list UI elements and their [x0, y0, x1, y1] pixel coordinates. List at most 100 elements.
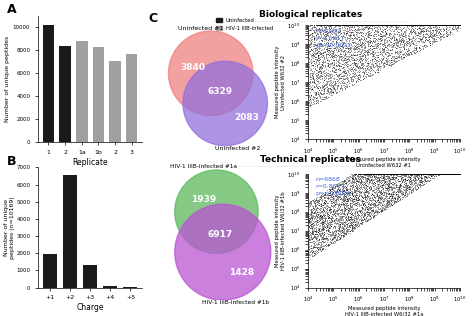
- Point: [395, 171, 403, 176]
- Point: [403, 185, 411, 190]
- Point: [362, 189, 369, 194]
- Point: [355, 184, 363, 189]
- Point: [434, 23, 441, 28]
- Point: [419, 171, 426, 176]
- Point: [442, 23, 450, 28]
- Point: [410, 171, 417, 176]
- Point: [346, 49, 354, 54]
- Point: [452, 171, 460, 176]
- Point: [425, 171, 432, 176]
- Point: [341, 47, 349, 52]
- Point: [332, 208, 339, 213]
- Point: [345, 54, 352, 59]
- Point: [348, 175, 356, 180]
- Point: [328, 55, 336, 60]
- Y-axis label: Measured peptide intensity
Uninfected W632 #2: Measured peptide intensity Uninfected W6…: [275, 46, 286, 118]
- Point: [409, 23, 417, 28]
- Point: [413, 174, 421, 179]
- Point: [337, 197, 345, 202]
- Point: [321, 23, 328, 28]
- Point: [317, 38, 325, 43]
- Point: [402, 188, 410, 193]
- Point: [308, 237, 316, 242]
- Point: [451, 23, 459, 28]
- Point: [312, 91, 319, 96]
- Point: [395, 23, 402, 28]
- Point: [382, 184, 389, 189]
- Point: [441, 171, 448, 176]
- Point: [378, 23, 386, 28]
- Point: [313, 228, 321, 233]
- Point: [385, 171, 392, 176]
- Point: [343, 180, 350, 185]
- Point: [352, 197, 360, 202]
- Point: [356, 172, 364, 177]
- Point: [369, 68, 377, 73]
- Point: [326, 220, 333, 225]
- Point: [440, 27, 448, 32]
- Point: [384, 171, 392, 176]
- Point: [311, 218, 319, 223]
- Point: [391, 34, 398, 39]
- Point: [426, 23, 433, 28]
- Point: [448, 171, 456, 176]
- Point: [411, 171, 419, 176]
- Point: [324, 38, 331, 43]
- Point: [320, 229, 328, 234]
- Point: [410, 23, 417, 28]
- Point: [380, 205, 387, 210]
- Point: [435, 171, 442, 176]
- Point: [429, 23, 437, 28]
- Point: [444, 171, 451, 176]
- Point: [379, 24, 387, 29]
- Point: [413, 171, 421, 176]
- Point: [417, 171, 425, 176]
- Point: [320, 195, 328, 200]
- Point: [408, 171, 415, 176]
- Point: [431, 23, 438, 28]
- Point: [423, 23, 430, 28]
- Point: [442, 171, 449, 176]
- Point: [339, 198, 347, 203]
- Point: [313, 57, 320, 62]
- Point: [433, 171, 441, 176]
- Point: [342, 190, 349, 195]
- Point: [401, 171, 409, 176]
- Point: [445, 23, 453, 28]
- Point: [367, 46, 375, 51]
- Point: [412, 23, 419, 28]
- Point: [394, 178, 402, 183]
- Point: [413, 23, 420, 28]
- Point: [346, 57, 353, 62]
- Point: [367, 72, 375, 77]
- Point: [379, 182, 387, 187]
- Point: [447, 171, 454, 176]
- Point: [408, 181, 415, 186]
- Point: [406, 171, 414, 176]
- Point: [386, 179, 393, 184]
- Point: [327, 198, 334, 203]
- Point: [383, 23, 391, 28]
- Point: [383, 29, 390, 34]
- Point: [378, 55, 385, 60]
- Point: [325, 74, 333, 79]
- Point: [371, 171, 378, 176]
- Point: [370, 23, 377, 28]
- Point: [316, 203, 324, 208]
- Point: [392, 23, 400, 28]
- Point: [334, 212, 342, 217]
- Point: [428, 171, 436, 176]
- Point: [390, 174, 398, 179]
- Point: [356, 179, 364, 184]
- Point: [307, 38, 315, 43]
- Point: [366, 23, 374, 28]
- Point: [454, 171, 462, 176]
- Point: [355, 175, 362, 180]
- Point: [356, 200, 363, 205]
- Point: [346, 205, 354, 210]
- Point: [403, 23, 410, 28]
- Point: [357, 218, 365, 223]
- Point: [335, 216, 342, 221]
- Point: [438, 23, 446, 28]
- Point: [315, 55, 322, 60]
